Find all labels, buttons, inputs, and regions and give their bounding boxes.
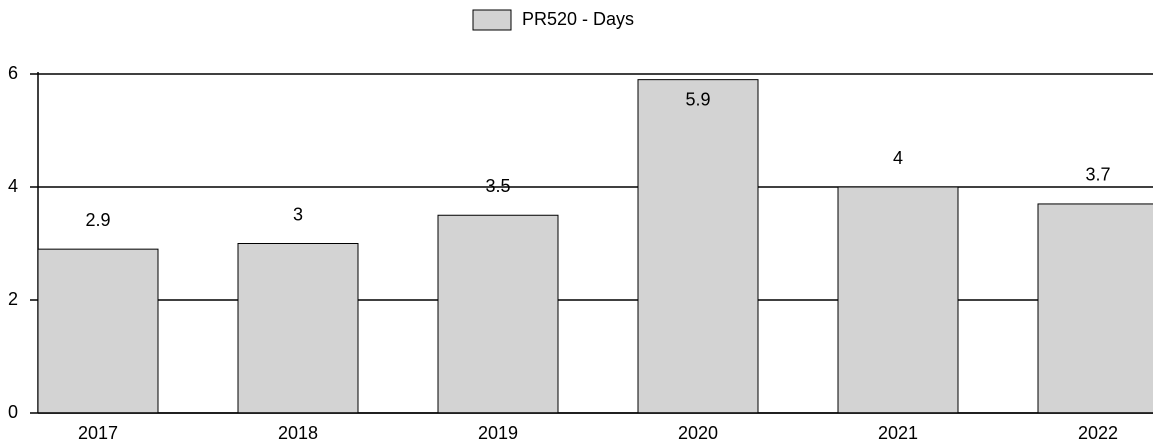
- data-label: 3: [293, 204, 303, 224]
- data-label: 2.9: [85, 210, 110, 230]
- y-tick-label: 2: [8, 289, 18, 309]
- x-tick-label: 2020: [678, 423, 718, 443]
- bar: [1037, 203, 1153, 414]
- y-tick-label: 0: [8, 402, 18, 422]
- x-tick-label: 2021: [878, 423, 918, 443]
- legend-swatch: [472, 9, 512, 31]
- data-label: 5.9: [685, 89, 710, 109]
- bar: [637, 79, 759, 414]
- bar: [837, 186, 959, 414]
- y-tick-label: 4: [8, 176, 18, 196]
- x-tick-label: 2018: [278, 423, 318, 443]
- x-tick-label: 2019: [478, 423, 518, 443]
- bar: [237, 243, 359, 414]
- data-label: 3.5: [485, 176, 510, 196]
- legend-label: PR520 - Days: [522, 9, 634, 29]
- bar: [37, 248, 159, 414]
- x-tick-label: 2022: [1078, 423, 1118, 443]
- y-tick-label: 6: [8, 63, 18, 83]
- x-tick-label: 2017: [78, 423, 118, 443]
- bar: [437, 214, 559, 414]
- data-label: 3.7: [1085, 165, 1110, 185]
- data-label: 4: [893, 148, 903, 168]
